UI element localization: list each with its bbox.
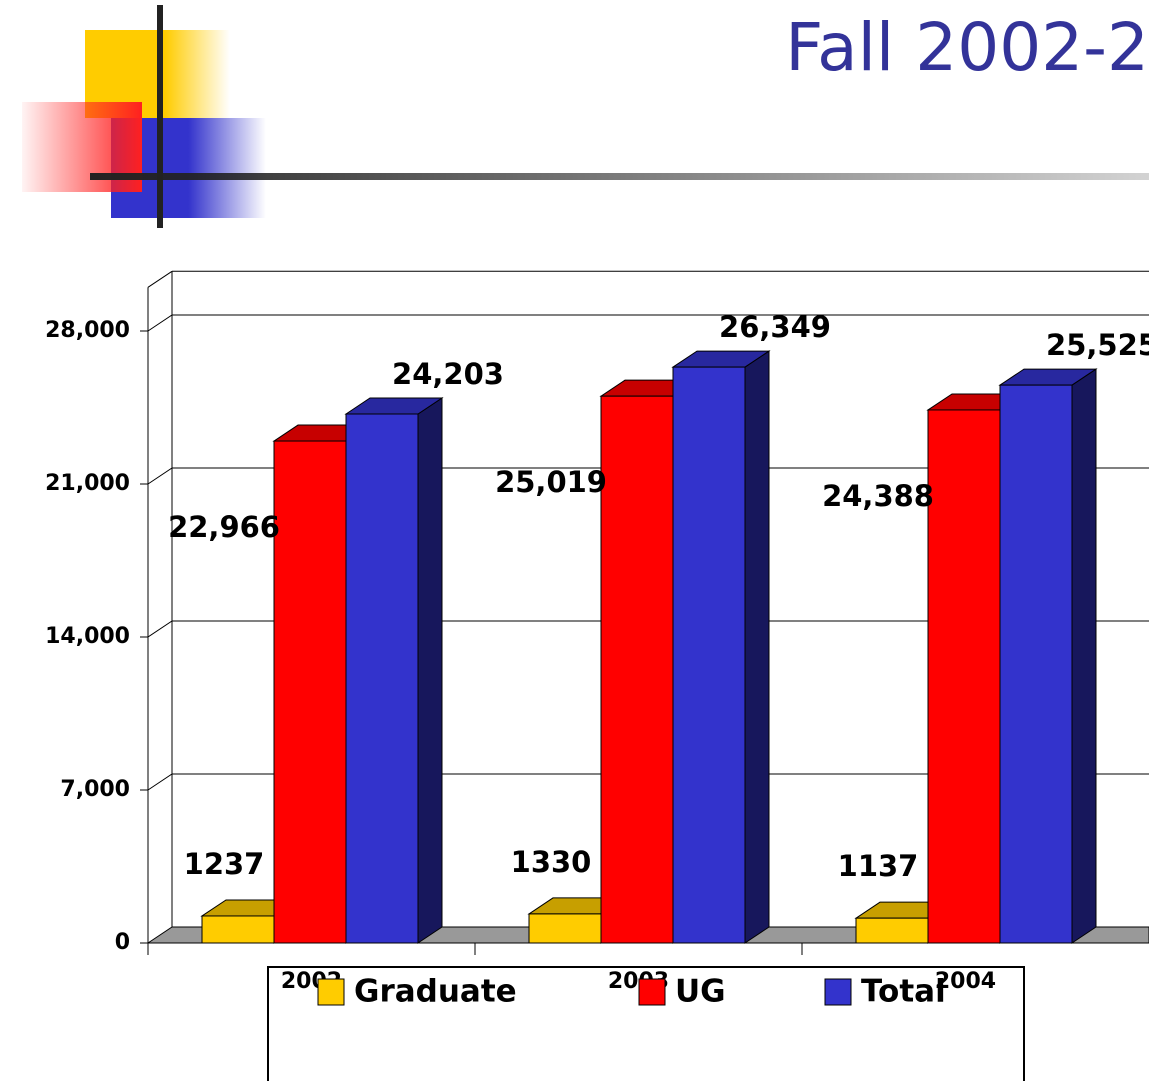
legend-swatch [824, 978, 852, 1006]
bar-front [201, 915, 275, 944]
bar-side [417, 397, 443, 944]
legend-swatch [638, 978, 666, 1006]
value-label: 24,388 [822, 479, 934, 513]
bar-front [600, 395, 674, 944]
bar-front [528, 913, 602, 944]
grid-line [147, 467, 1149, 485]
bar-front [672, 366, 746, 944]
bar-front [927, 409, 1001, 944]
side-wall-edge [147, 270, 173, 288]
y-tick-label: 21,000 [45, 471, 130, 496]
legend-label: Total [861, 974, 946, 1010]
value-label: 1137 [838, 849, 919, 883]
bar-front [999, 384, 1073, 944]
bar-front [855, 917, 929, 944]
y-tick-label: 7,000 [60, 777, 130, 802]
bar-front [273, 440, 347, 944]
value-label: 26,349 [719, 310, 831, 344]
deco-line [157, 5, 163, 228]
value-label: 25,019 [495, 465, 607, 499]
bar-side [744, 350, 770, 944]
value-label: 25,525 [1046, 328, 1149, 362]
bar-side [1071, 368, 1097, 944]
grid-line [147, 314, 1149, 332]
value-label: 22,966 [168, 510, 280, 544]
grid-line [147, 773, 1149, 791]
value-label: 1330 [511, 845, 592, 879]
deco-line [90, 173, 1149, 180]
legend-swatch [317, 978, 345, 1006]
bar [671, 350, 771, 944]
grid-line [147, 620, 1149, 638]
legend-label: Graduate [354, 974, 517, 1010]
bar [998, 368, 1098, 944]
y-tick-label: 0 [115, 930, 130, 955]
y-tick-label: 28,000 [45, 318, 130, 343]
y-tick-label: 14,000 [45, 624, 130, 649]
slide-title: Fall 2002-2 [785, 9, 1149, 86]
bar-front [345, 413, 419, 944]
legend-label: UG [675, 974, 726, 1010]
value-label: 1237 [184, 847, 265, 881]
value-label: 24,203 [392, 357, 504, 391]
x-tick-label: 2004 [935, 969, 996, 994]
bar [344, 397, 444, 944]
